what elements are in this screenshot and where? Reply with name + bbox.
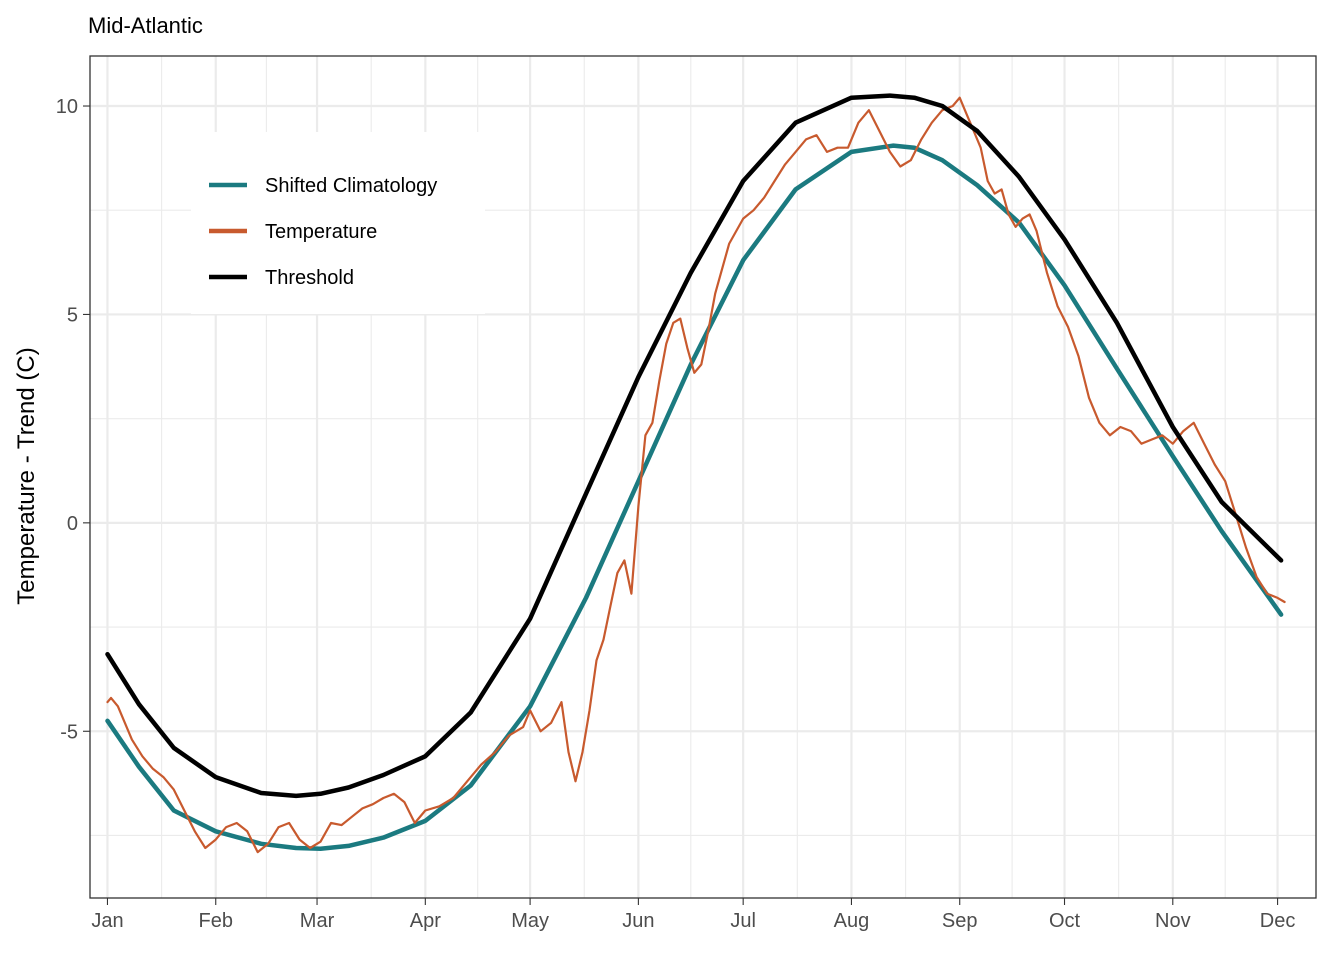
axis-tick-labels: Jan Feb Mar Apr May Jun Jul Aug Sep Oct Nov Dec -5 0 5… xyxy=(56,96,1296,932)
x-tick-label: Mar xyxy=(300,910,335,932)
x-tick-label: Aug xyxy=(834,910,870,932)
x-tick-label: May xyxy=(511,910,549,932)
legend-background xyxy=(191,132,485,314)
y-tick-label: 5 xyxy=(67,304,78,326)
y-tick-label: 0 xyxy=(67,513,78,535)
series-line-temperature xyxy=(106,96,1286,854)
x-tick-label: Jun xyxy=(622,910,654,932)
x-tick-label: Oct xyxy=(1049,910,1081,932)
chart-title: Mid-Atlantic xyxy=(88,13,203,38)
x-tick-label: Nov xyxy=(1155,910,1191,932)
legend: Shifted Climatology Temperature Threshol… xyxy=(191,132,485,314)
y-axis-title: Temperature - Trend (C) xyxy=(13,347,40,604)
x-tick-label: Feb xyxy=(199,910,233,932)
legend-label-temperature: Temperature xyxy=(265,221,377,243)
y-tick-label: 10 xyxy=(56,96,78,118)
y-tick-label: -5 xyxy=(60,721,78,743)
x-tick-label: Jul xyxy=(730,910,756,932)
legend-label-threshold: Threshold xyxy=(265,267,354,289)
plot-border xyxy=(89,55,1317,899)
x-tick-label: Jan xyxy=(91,910,123,932)
legend-label-shifted-climatology: Shifted Climatology xyxy=(265,175,437,197)
x-tick-label: Apr xyxy=(410,910,441,932)
series-line-threshold xyxy=(105,93,1284,799)
axis-ticks xyxy=(83,105,1279,905)
x-tick-label: Dec xyxy=(1260,910,1296,932)
x-tick-label: Sep xyxy=(942,910,978,932)
series-lines xyxy=(105,93,1286,854)
